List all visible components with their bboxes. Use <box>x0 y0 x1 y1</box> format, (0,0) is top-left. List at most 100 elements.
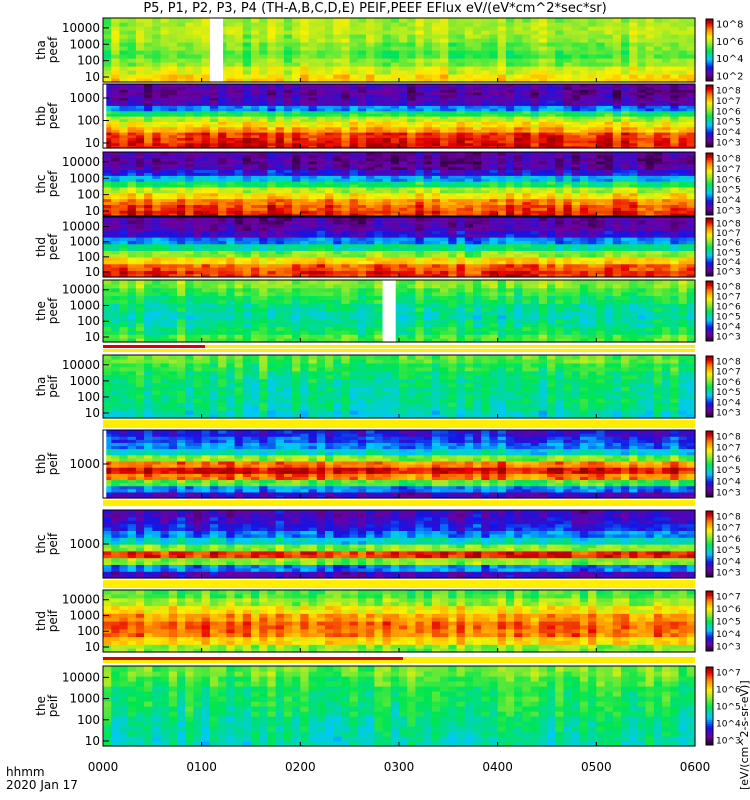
spectrogram-cell <box>612 66 622 71</box>
spectrogram-cell <box>431 145 441 149</box>
spectrogram-cell <box>497 34 507 39</box>
spectrogram-cell <box>538 102 548 106</box>
spectrogram-cell <box>226 126 236 130</box>
spectrogram-cell <box>505 94 515 98</box>
spectrogram-cell <box>168 22 178 27</box>
spectrogram-cell <box>407 97 417 101</box>
colorbar-tick-label: 10^4 <box>716 54 743 65</box>
spectrogram-cell <box>218 105 227 109</box>
spectrogram-cell <box>127 108 137 112</box>
spectrogram-cell <box>127 121 137 125</box>
spectrogram-cell <box>349 105 359 109</box>
spectrogram-cell <box>226 132 236 136</box>
spectrogram-cell <box>431 58 441 63</box>
spectrogram-cell <box>325 62 334 67</box>
spectrogram-cell <box>555 126 565 130</box>
spectrogram-cell <box>111 124 121 128</box>
spectrogram-cell <box>259 145 269 149</box>
spectrogram-cell <box>127 126 137 130</box>
spectrogram-cell <box>440 42 449 47</box>
colorbar-tick-label: 10^4 <box>716 128 741 138</box>
spectrogram-cell <box>267 113 277 117</box>
spectrogram-cell <box>596 30 606 35</box>
spectrogram-cell <box>456 140 466 144</box>
spectrogram-cell <box>489 74 499 79</box>
spectrogram-cell <box>538 121 548 125</box>
spectrogram-cell <box>127 42 137 47</box>
spectrogram-cell <box>316 124 326 128</box>
spectrogram-cell <box>333 137 343 141</box>
colorbar-tick-label: 10^6 <box>716 37 743 48</box>
spectrogram-cell <box>300 140 310 144</box>
spectrogram-cell <box>119 62 129 67</box>
spectrogram-cell <box>119 70 129 75</box>
spectrogram-cell <box>473 105 482 109</box>
spectrogram-cell <box>193 121 203 125</box>
spectrogram-cell <box>111 142 121 146</box>
spectrogram-cell <box>185 92 195 96</box>
spectrogram-cell <box>242 18 252 23</box>
spectrogram-cell <box>448 86 458 90</box>
spectrogram-cell <box>357 126 367 130</box>
spectrogram-cell <box>579 142 589 146</box>
spectrogram-cell <box>399 116 408 120</box>
spectrogram-cell <box>407 54 417 59</box>
spectrogram-cell <box>316 102 326 106</box>
spectrogram-cell <box>226 50 236 55</box>
spectrogram-cell <box>135 70 145 75</box>
spectrogram-cell <box>242 50 252 55</box>
spectrogram-cell <box>292 26 301 31</box>
spectrogram-cell <box>283 108 293 112</box>
spectrogram-cell <box>119 142 129 146</box>
spectrogram-cell <box>448 22 458 27</box>
spectrogram-cell <box>481 62 491 67</box>
spectrogram-cell <box>382 152 392 156</box>
spectrogram-cell <box>382 58 392 63</box>
spectrogram-cell <box>415 26 425 31</box>
spectrogram-cell <box>588 78 597 83</box>
spectrogram-cell <box>431 129 441 133</box>
spectrogram-cell <box>473 18 482 23</box>
spectrogram-cell <box>563 110 573 114</box>
spectrogram-cell <box>489 105 499 109</box>
spectrogram-cell <box>111 38 121 43</box>
spectrogram-cell <box>267 22 277 27</box>
spectrogram-cell <box>571 105 581 109</box>
spectrogram-cell <box>127 74 137 79</box>
spectrogram-cell <box>226 84 236 88</box>
colorbar-cell <box>706 77 713 80</box>
spectrogram-cell <box>226 145 236 149</box>
spectrogram-cell <box>505 118 515 122</box>
spectrogram-cell <box>473 110 482 114</box>
spectrogram-cell <box>423 54 433 59</box>
spectrogram-cell <box>103 132 112 136</box>
spectrogram-cell <box>308 94 318 98</box>
spectrogram-cell <box>431 92 441 96</box>
spectrogram-cell <box>555 116 565 120</box>
spectrogram-cell <box>473 137 482 141</box>
spectrogram-cell <box>292 142 301 146</box>
spectrogram-cell <box>300 137 310 141</box>
spectrogram-cell <box>185 62 195 67</box>
spectrogram-cell <box>267 132 277 136</box>
spectrogram-cell <box>481 84 491 88</box>
spectrogram-cell <box>152 78 162 83</box>
spectrogram-cell <box>538 113 548 117</box>
spectrogram-cell <box>514 30 523 35</box>
spectrogram-cell <box>555 58 565 63</box>
spectrogram-cell <box>464 94 474 98</box>
spectrogram-cell <box>514 26 523 31</box>
spectrogram-cell <box>242 132 252 136</box>
spectrogram-cell <box>481 152 491 156</box>
spectrogram-cell <box>530 140 540 144</box>
spectrogram-cell <box>275 30 285 35</box>
spectrogram-cell <box>407 102 417 106</box>
status-bar <box>103 580 695 588</box>
spectrogram-cell <box>341 46 351 51</box>
spectrogram-cell <box>464 152 474 156</box>
spectrogram-cell <box>185 42 195 47</box>
spectrogram-cell <box>662 18 671 23</box>
spectrogram-cell <box>366 105 375 109</box>
spectrogram-cell <box>662 38 671 43</box>
spectrogram-cell <box>341 105 351 109</box>
